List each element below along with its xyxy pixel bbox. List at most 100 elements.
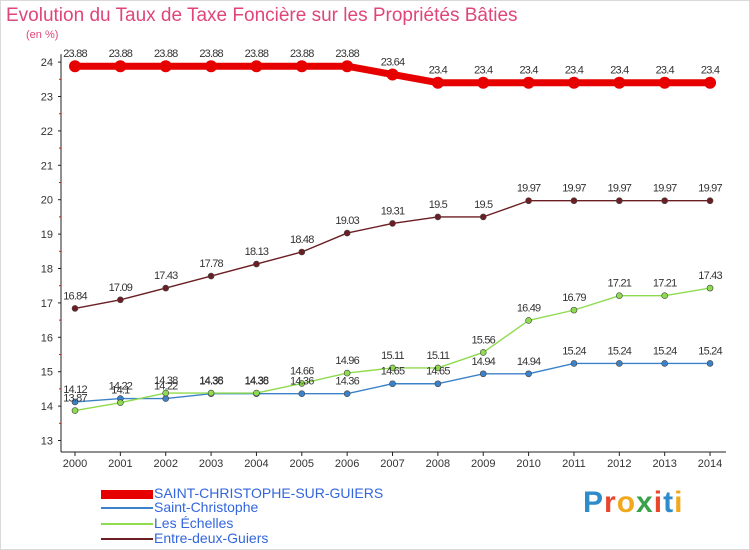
x-tick-label: 2010 (516, 458, 540, 470)
series-point (295, 60, 308, 73)
data-label: 14.38 (245, 375, 269, 387)
series-point (389, 220, 396, 227)
data-label: 14.1 (111, 385, 130, 397)
series-point (253, 389, 260, 397)
series-point (704, 76, 717, 89)
data-label: 19.97 (608, 183, 632, 195)
series-point (479, 349, 487, 356)
series-point (250, 60, 263, 73)
series-point (253, 260, 260, 268)
series-point (207, 389, 215, 397)
data-label: 19.31 (381, 205, 405, 217)
legend-label: Les Échelles (154, 515, 234, 531)
series-point (343, 390, 351, 398)
legend-label: Entre-deux-Guiers (154, 530, 269, 546)
data-label: 14.94 (517, 356, 541, 368)
data-label: 14.36 (290, 376, 314, 388)
x-tick-label: 2007 (380, 458, 404, 470)
y-tick-label: 22 (41, 126, 53, 138)
series-point (71, 407, 79, 414)
data-label: 15.24 (608, 345, 632, 357)
series-point (434, 380, 442, 388)
x-tick-label: 2012 (607, 458, 631, 470)
data-label: 16.49 (517, 302, 541, 314)
series-point (298, 390, 306, 398)
series-point (343, 369, 351, 377)
series-point (117, 399, 124, 406)
series-point (434, 364, 442, 372)
series-point (162, 389, 170, 397)
legend-swatch (101, 523, 153, 525)
data-label: 16.84 (63, 290, 87, 302)
data-label: 19.5 (474, 199, 493, 211)
data-label: 14.65 (426, 366, 450, 378)
y-tick-label: 16 (41, 332, 53, 344)
data-label: 16.79 (562, 292, 586, 304)
series-point (570, 360, 578, 367)
series-point (298, 380, 306, 387)
data-label: 14.22 (154, 381, 178, 393)
legend-swatch (101, 538, 153, 540)
series-point (162, 395, 170, 402)
data-label: 23.88 (154, 48, 178, 60)
data-label: 23.4 (610, 65, 629, 77)
data-label: 14.38 (154, 375, 178, 387)
logo-letter: i (674, 486, 684, 519)
data-label: 19.5 (429, 199, 448, 211)
x-tick-label: 2005 (290, 458, 314, 470)
data-label: 23.88 (63, 48, 87, 60)
series-point (567, 76, 580, 89)
data-label: 19.97 (653, 183, 677, 195)
data-label: 15.24 (562, 345, 586, 357)
data-label: 14.36 (335, 376, 359, 388)
data-label: 18.13 (245, 246, 269, 258)
data-label: 14.36 (199, 376, 223, 388)
x-tick-label: 2009 (471, 458, 495, 470)
series-point (386, 68, 399, 81)
x-tick-label: 2001 (108, 458, 132, 470)
series-point (661, 197, 668, 205)
legend-label: SAINT-CHRISTOPHE-SUR-GUIERS (154, 485, 384, 501)
data-label: 14.36 (245, 376, 269, 388)
series-point (616, 197, 623, 205)
logo-letter: t (663, 486, 675, 519)
data-label: 15.11 (427, 350, 450, 362)
series-point (525, 317, 532, 324)
series-point (706, 284, 714, 292)
series-point (341, 60, 354, 73)
data-label: 15.24 (653, 345, 677, 357)
y-tick-label: 14 (41, 401, 53, 413)
x-tick-label: 2008 (426, 458, 450, 470)
logo-letter: r (604, 486, 617, 519)
x-tick-label: 2013 (652, 458, 676, 470)
data-label: 23.88 (245, 48, 269, 60)
data-label: 19.97 (562, 183, 586, 195)
data-label: 17.78 (199, 258, 223, 270)
data-label: 23.4 (519, 65, 538, 77)
chart-title: Evolution du Taux de Taxe Foncière sur l… (6, 5, 518, 26)
series-point (616, 360, 623, 367)
series-point (298, 248, 306, 256)
data-label: 23.4 (701, 65, 720, 77)
data-label: 23.88 (199, 48, 223, 60)
data-label: 19.97 (517, 183, 541, 195)
y-tick-label: 19 (41, 229, 53, 241)
data-label: 23.88 (290, 48, 314, 60)
proxiti-logo[interactable]: Proxiti (583, 486, 683, 520)
series-point (616, 292, 623, 299)
data-label: 15.56 (471, 334, 495, 346)
logo-letter: i (653, 486, 664, 519)
series-point (159, 60, 172, 73)
data-label: 17.09 (109, 282, 133, 294)
data-label: 14.66 (290, 365, 314, 377)
series-point (205, 60, 218, 73)
series-point (117, 296, 124, 304)
series-point (431, 76, 444, 89)
y-tick-label: 13 (41, 436, 53, 448)
legend-label: Saint-Christophe (154, 499, 259, 515)
series-point (207, 272, 215, 280)
logo-letter: P (583, 486, 605, 519)
y-tick-label: 17 (41, 298, 53, 310)
